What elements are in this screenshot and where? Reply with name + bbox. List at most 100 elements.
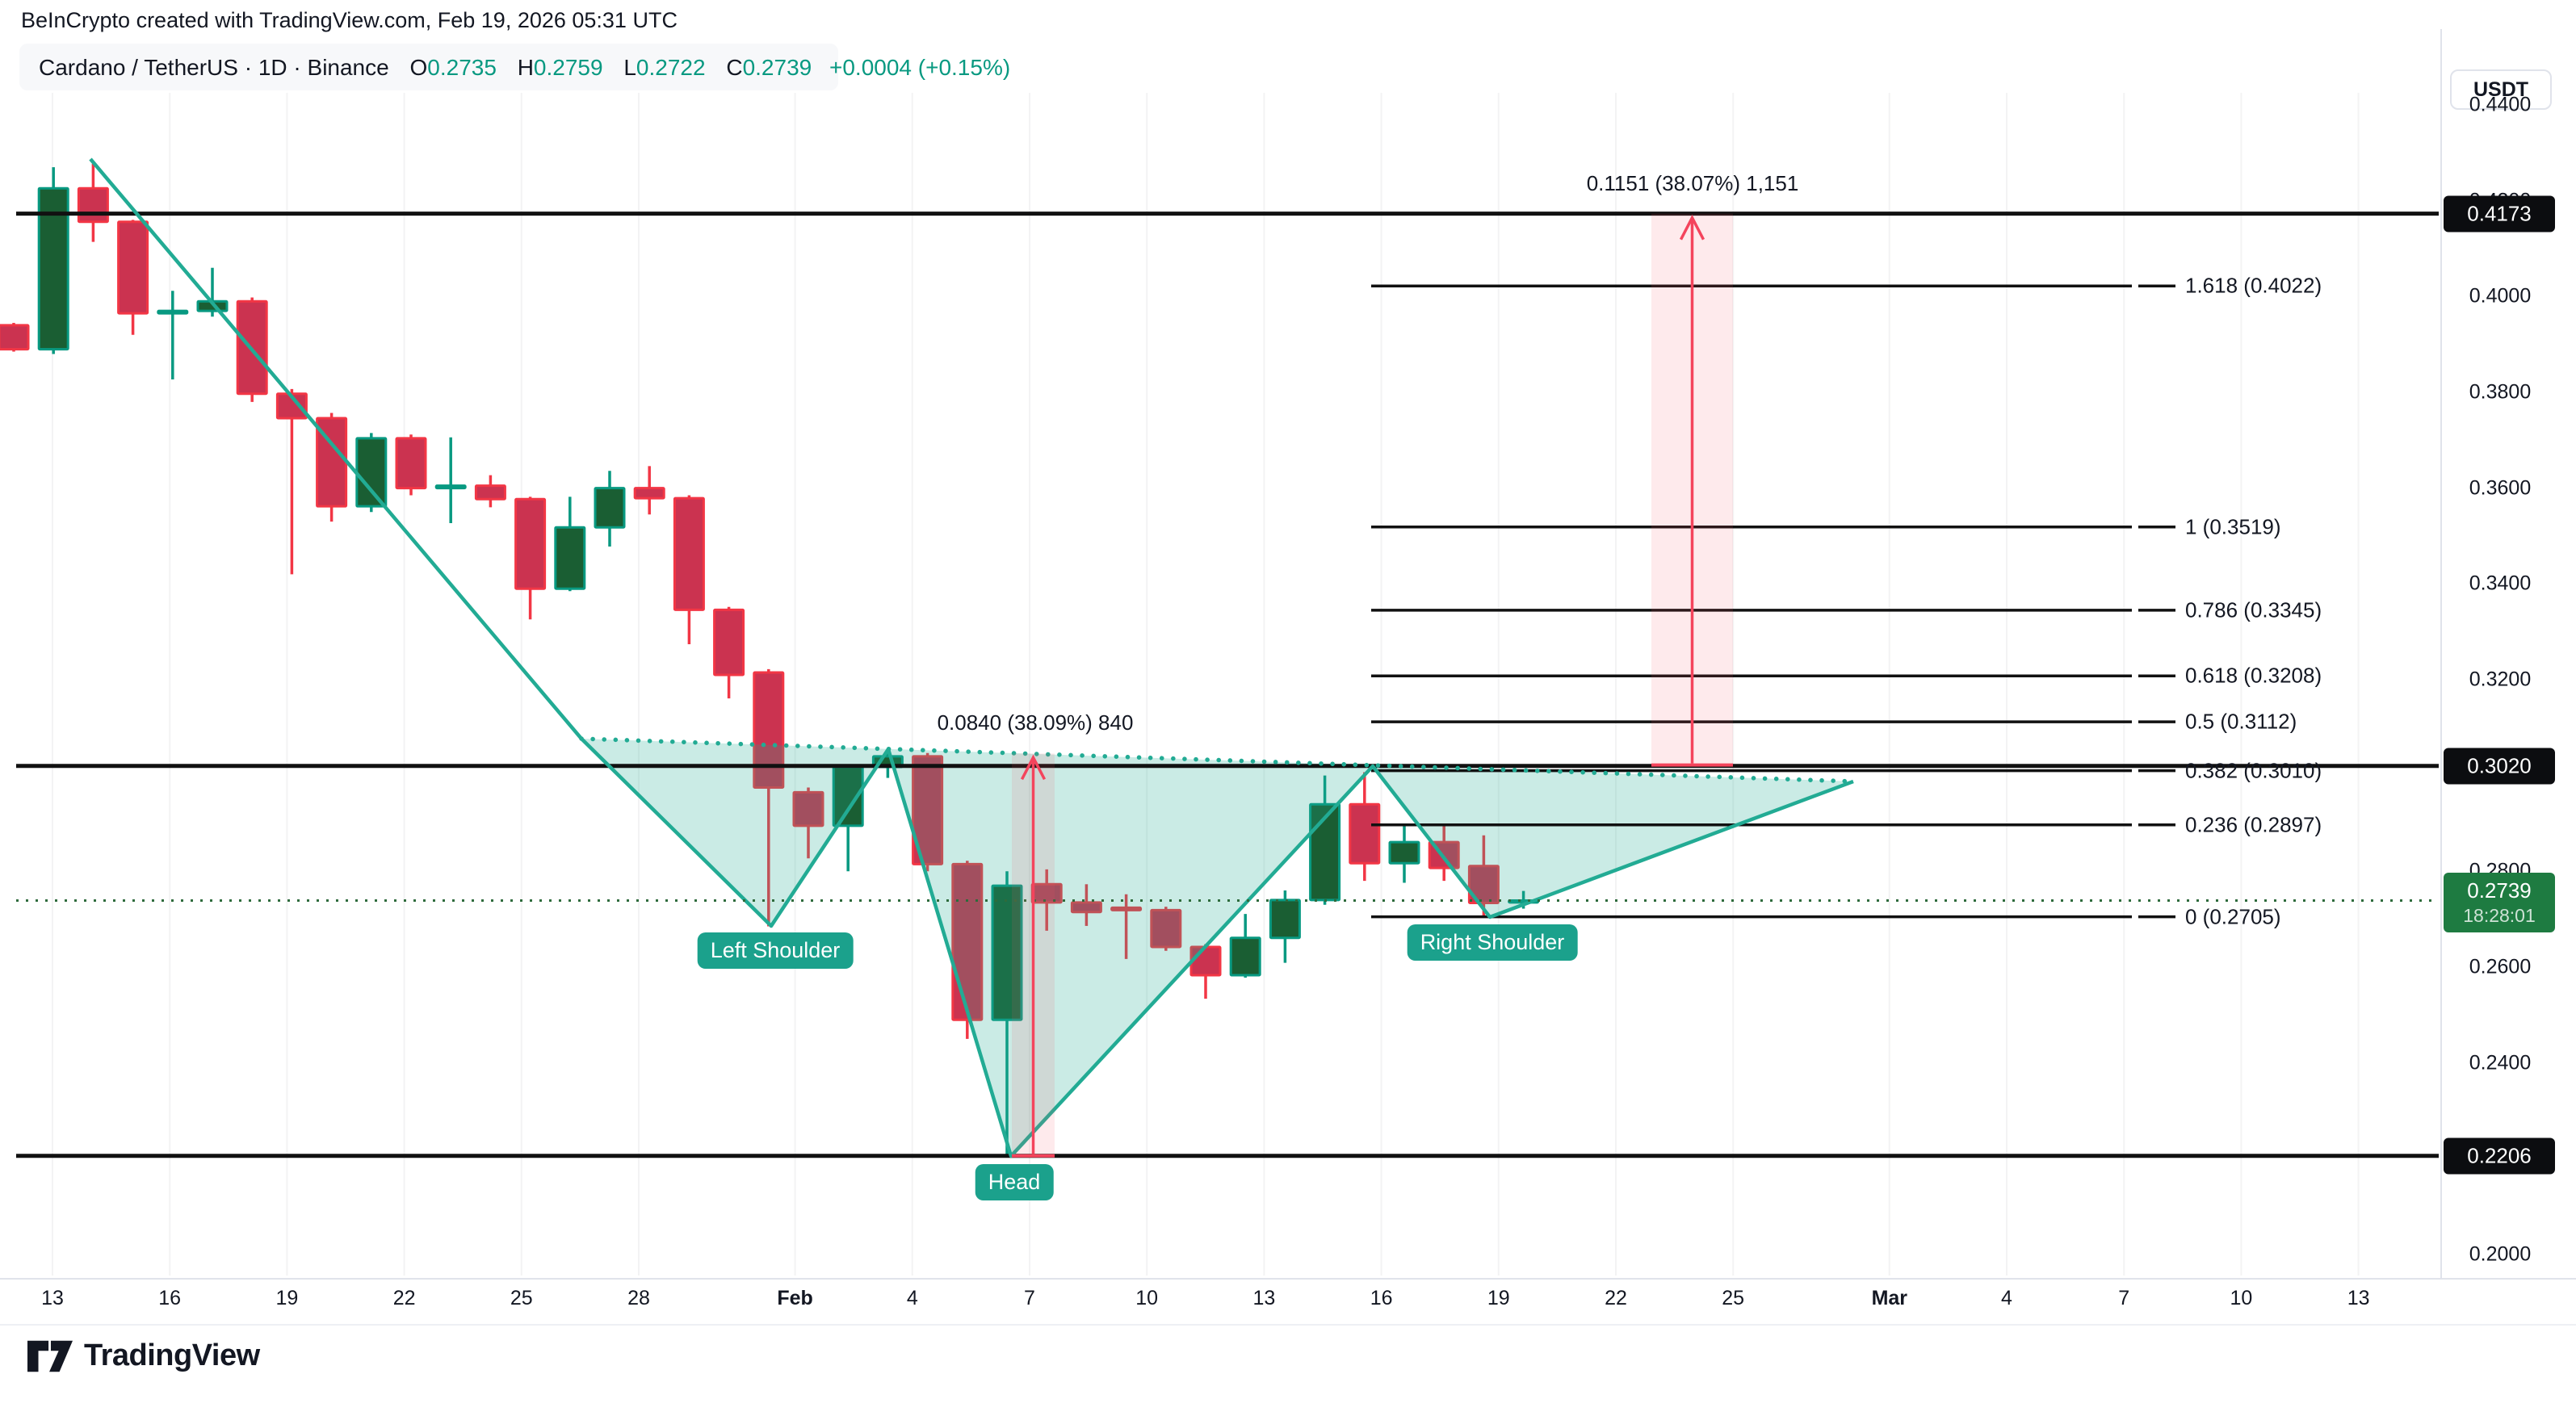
price-axis-label: 0.3400 [2469,572,2532,595]
candle-body[interactable] [1467,865,1500,904]
candle-body[interactable] [1388,840,1420,865]
candle-body[interactable] [594,487,626,529]
candle-body[interactable] [434,484,467,490]
measure-arrow-head [1020,754,1047,781]
time-axis-label: 19 [275,1287,299,1309]
neckline-dotted[interactable] [579,736,1856,784]
candle-body[interactable] [117,220,149,315]
candle-body[interactable] [1269,899,1301,940]
time-axis-label: 7 [2118,1287,2130,1309]
price-axis-label: 0.2600 [2469,955,2532,978]
candle-body[interactable] [77,186,109,224]
right-shoulder-badge[interactable]: Right Shoulder [1407,924,1578,961]
currency-toggle[interactable]: USDT [2450,69,2552,110]
price-axis-label: 0.3800 [2469,380,2532,404]
open-value: 0.2735 [427,55,497,80]
symbol-legend[interactable]: Cardano / TetherUS · 1D · Binance O0.273… [39,55,1010,81]
pattern-fill [581,739,1853,1156]
candle-body[interactable] [275,392,308,420]
fib-label: 0.382 (0.3010) [2185,758,2322,783]
last-price-value: 0.2739 [2467,878,2532,903]
left-shoulder-badge[interactable]: Left Shoulder [697,932,854,969]
price-axis-label: 0.4000 [2469,284,2532,308]
measure-label-target: 0.1151 (38.07%) 1,151 [1586,171,1799,195]
fib-label: 0.618 (0.3208) [2185,663,2322,688]
time-axis-label: 22 [392,1287,416,1309]
candle-body[interactable] [1229,936,1261,977]
candle-body[interactable] [912,755,944,865]
candle-body[interactable] [355,437,388,508]
candle-body[interactable] [753,671,785,789]
price-axis-label: 0.2400 [2469,1051,2532,1075]
tradingview-logo-text: TradingView [84,1338,260,1372]
fib-label: 0 (0.2705) [2185,904,2281,929]
last-price-badge: 0.2739 18:28:01 [2444,873,2555,932]
price-axis-separator [2440,29,2442,1279]
change-value: +0.0004 (+0.15%) [829,55,1011,80]
candle-body[interactable] [1110,906,1143,911]
time-axis-label: 13 [41,1287,64,1309]
candle-body[interactable] [1150,908,1182,949]
time-axis-label: 4 [906,1287,918,1309]
candle-body[interactable] [792,790,824,827]
time-axis-label: 7 [1024,1287,1035,1309]
fib-label: 0.786 (0.3345) [2185,597,2322,622]
time-axis-label: 25 [1722,1287,1745,1309]
tradingview-logo-mark [27,1340,73,1372]
candle-body[interactable] [0,324,30,351]
attribution-text: BeInCrypto created with TradingView.com,… [21,8,678,32]
bar-countdown: 18:28:01 [2463,905,2536,926]
candle-body[interactable] [474,484,506,501]
measure-arrow-head [1679,214,1705,241]
candle-body[interactable] [395,437,427,490]
price-axis-label: 0.3200 [2469,668,2532,691]
close-label: C [726,55,743,80]
time-axis-separator [0,1278,2576,1280]
bottom-separator [0,1324,2576,1326]
price-axis-label: 0.4400 [2469,93,2532,116]
fib-label: 1.618 (0.4022) [2185,273,2322,298]
time-axis-label: 13 [2347,1287,2370,1309]
time-axis-label: 4 [2001,1287,2012,1309]
time-axis-label: 10 [1135,1287,1159,1309]
price-axis-label: 0.3600 [2469,476,2532,500]
candle-body[interactable] [1070,901,1102,914]
candle-body[interactable] [1349,802,1381,865]
high-label: H [517,55,534,80]
level-badge-high: 0.4173 [2444,195,2555,233]
candle-body[interactable] [157,309,189,315]
time-axis-label: 16 [158,1287,182,1309]
time-axis-label: 16 [1370,1287,1393,1309]
level-badge-low: 0.2206 [2444,1137,2555,1175]
close-value: 0.2739 [742,55,812,80]
level-badge-neckline: 0.3020 [2444,748,2555,785]
legend-background [19,44,838,90]
time-axis-label: 22 [1605,1287,1627,1309]
price-axis-label: 0.2000 [2469,1242,2532,1266]
time-axis-label: 13 [1252,1287,1276,1309]
candle-body[interactable] [633,487,665,500]
candle-body[interactable] [514,497,547,590]
head-and-shoulders-outline[interactable] [89,157,1854,1158]
fib-label: 0.5 (0.3112) [2185,709,2297,734]
time-axis-label: 25 [510,1287,533,1309]
head-badge[interactable]: Head [975,1164,1054,1200]
low-value: 0.2722 [636,55,706,80]
candle-body[interactable] [37,186,69,351]
candle-body[interactable] [713,608,745,677]
time-axis-label: Mar [1871,1287,1908,1309]
candle-body[interactable] [554,526,586,590]
high-value: 0.2759 [533,55,603,80]
candle-body[interactable] [991,884,1023,1021]
symbol-title: Cardano / TetherUS · 1D · Binance [39,55,389,80]
fib-label: 1 (0.3519) [2185,514,2281,539]
time-axis-label: 19 [1487,1287,1510,1309]
time-axis-label: 10 [2230,1287,2253,1309]
fib-label: 0.236 (0.2897) [2185,812,2322,837]
measure-label-head: 0.0840 (38.09%) 840 [937,710,1134,735]
low-label: L [623,55,636,80]
candle-body[interactable] [673,496,705,611]
open-label: O [409,55,428,80]
tradingview-logo[interactable]: TradingView [27,1338,260,1373]
